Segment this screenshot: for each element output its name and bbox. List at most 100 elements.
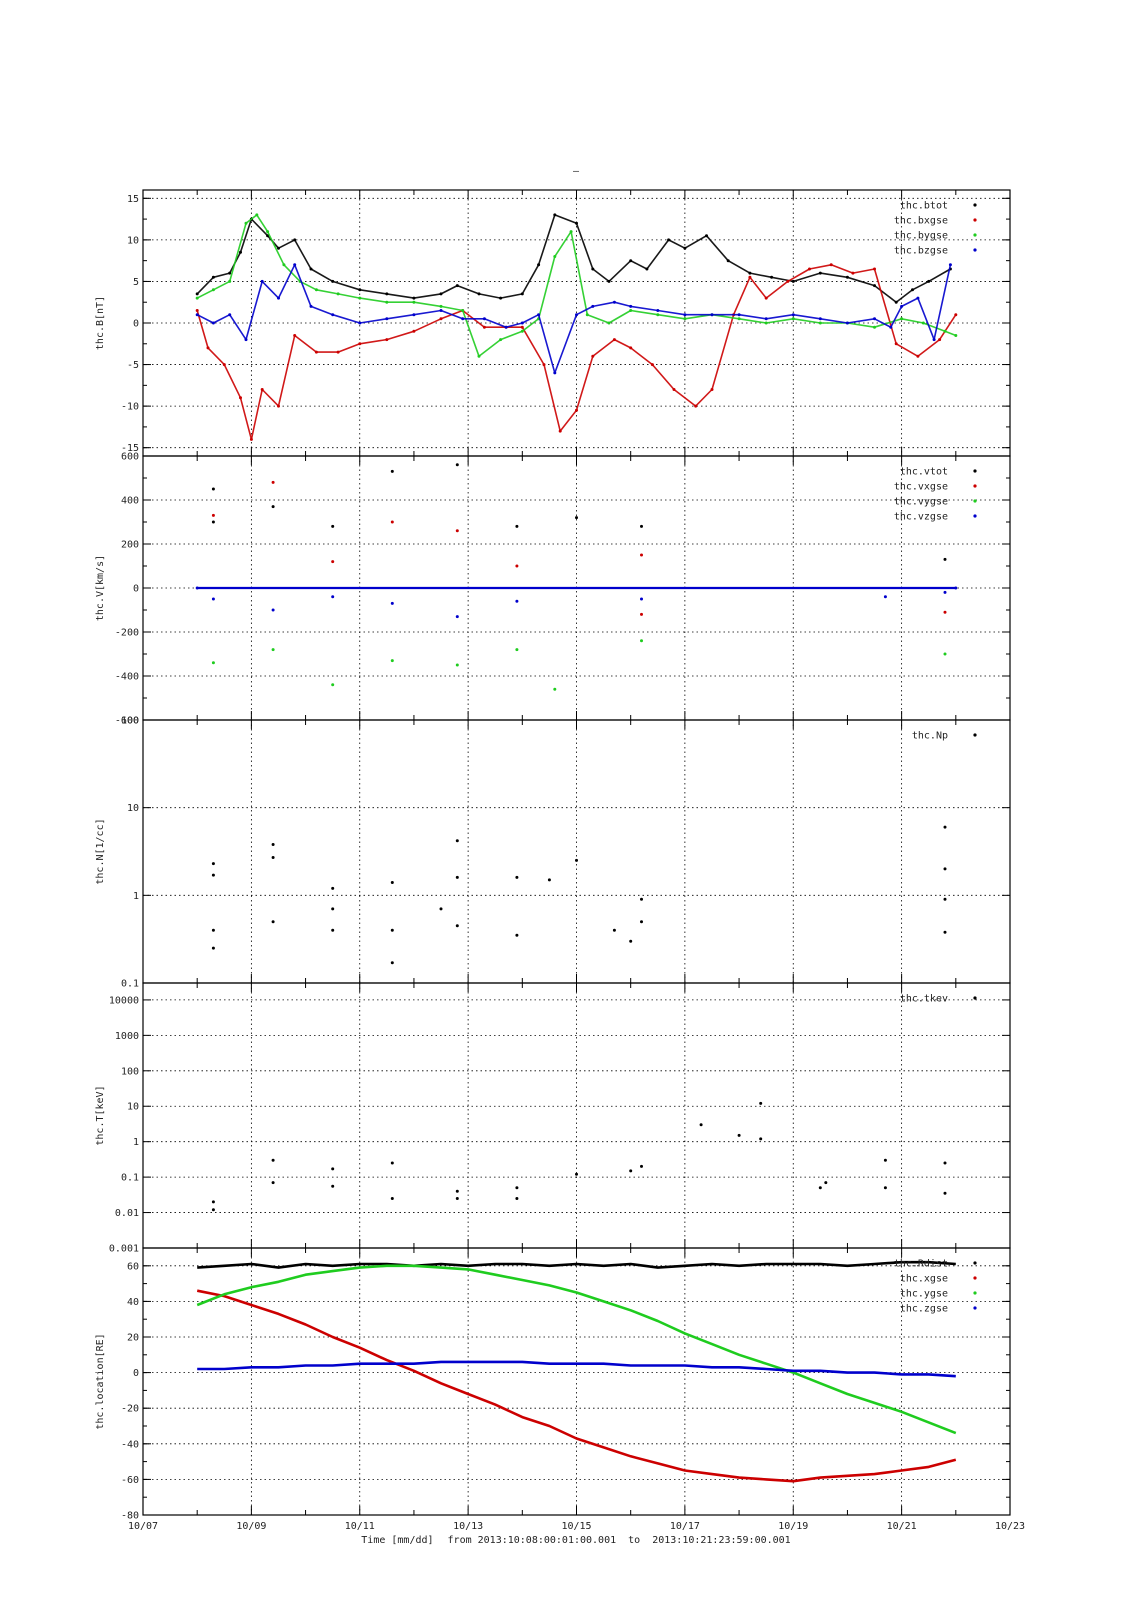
legend-marker [973, 1291, 977, 1295]
data-point [211, 597, 215, 601]
y-axis-label: thc.T[keV] [95, 1085, 106, 1145]
data-point [331, 886, 335, 890]
data-point [309, 267, 313, 271]
y-tick-label: 10 [127, 1102, 139, 1113]
data-point [629, 1169, 633, 1173]
data-point [412, 329, 416, 333]
data-point [211, 873, 215, 877]
data-point [331, 560, 335, 564]
data-point [358, 288, 362, 292]
legend-label: thc.zgse [900, 1304, 948, 1315]
data-point [206, 346, 210, 350]
data-point [943, 652, 947, 656]
data-point [455, 875, 459, 879]
data-point [228, 271, 232, 275]
data-point [537, 263, 541, 267]
data-point [873, 284, 876, 288]
data-point [336, 350, 340, 354]
y-tick-label: -80 [121, 1511, 139, 1522]
data-point [211, 288, 215, 292]
data-point [331, 928, 335, 932]
legend-label: thc.bygse [894, 231, 948, 242]
data-point [645, 267, 649, 271]
data-point [390, 520, 394, 524]
data-point [515, 875, 519, 879]
data-point [927, 279, 931, 283]
data-point [260, 388, 264, 391]
legend-marker [973, 218, 977, 222]
data-point [791, 279, 795, 283]
x-tick-label: 10/11 [345, 1521, 375, 1532]
data-point [943, 590, 947, 594]
data-point [211, 321, 215, 325]
data-point [943, 867, 947, 871]
y-tick-label: 0.01 [115, 1208, 139, 1219]
y-tick-label: 40 [127, 1297, 139, 1308]
series-thc-bzgse [195, 263, 952, 375]
data-point [791, 313, 795, 317]
legend-label: thc.Np [912, 731, 948, 742]
data-point [629, 939, 633, 943]
y-axis-label: thc.N[1/cc] [95, 818, 106, 884]
y-tick-label: 5 [133, 277, 139, 288]
data-point [211, 275, 215, 279]
data-point [932, 338, 936, 342]
data-point [520, 325, 524, 329]
data-point [786, 279, 790, 283]
y-tick-label: -200 [115, 628, 139, 639]
data-point [385, 300, 389, 304]
data-point [195, 313, 199, 317]
data-point [943, 897, 947, 901]
data-point [921, 321, 925, 325]
data-point [683, 313, 687, 317]
legend-label: thc.bxgse [894, 216, 948, 227]
legend-marker [973, 1276, 977, 1280]
legend-label: thc.ygse [900, 1289, 948, 1300]
data-point [943, 329, 947, 333]
data-point [390, 928, 394, 932]
data-point [591, 354, 595, 358]
data-point [336, 292, 340, 296]
y-tick-label: -40 [121, 1439, 139, 1450]
data-point [499, 338, 503, 342]
data-point [331, 279, 335, 283]
y-tick-label: 10 [127, 235, 139, 246]
data-point [764, 317, 768, 321]
data-point [873, 317, 876, 321]
data-point [916, 354, 920, 358]
data-point [558, 429, 562, 433]
data-point [331, 313, 335, 317]
data-point [943, 825, 947, 829]
data-point [358, 296, 362, 300]
data-point [331, 1167, 335, 1171]
data-point [314, 288, 318, 292]
data-point [520, 329, 524, 333]
series-thc-vzgse [195, 586, 958, 619]
data-point [277, 404, 280, 408]
time-footer: Time [mm/dd] from 2013:10:08:00:01:00.001… [361, 1535, 790, 1546]
data-point [883, 1186, 887, 1190]
data-point [694, 404, 698, 408]
data-point [553, 687, 557, 691]
legend-marker [973, 514, 977, 518]
x-tick-label: 10/23 [995, 1521, 1025, 1532]
y-tick-label: 0.1 [121, 1173, 139, 1184]
data-point [672, 388, 676, 391]
data-point [575, 408, 578, 412]
data-point [266, 230, 270, 234]
data-point [883, 1158, 887, 1162]
legend-label: thc.vygse [894, 497, 948, 508]
data-point [271, 608, 275, 612]
data-point [309, 304, 313, 308]
data-point [228, 313, 232, 317]
data-point [461, 309, 465, 312]
data-point [244, 338, 248, 342]
y-tick-label: -15 [121, 443, 139, 454]
data-point [455, 284, 459, 288]
data-point [385, 317, 389, 321]
data-point [547, 878, 551, 882]
data-point [390, 881, 394, 884]
data-point [938, 338, 942, 342]
data-point [656, 309, 660, 312]
data-point [482, 325, 486, 329]
